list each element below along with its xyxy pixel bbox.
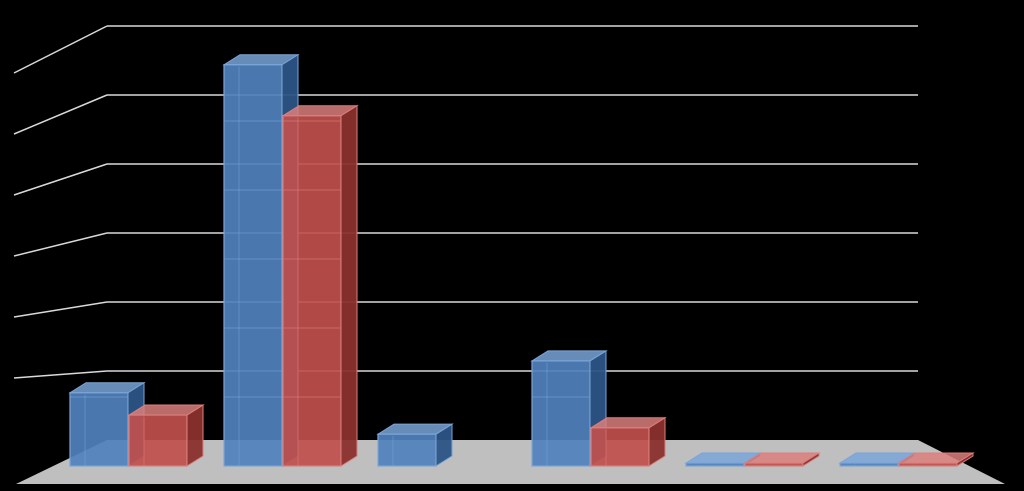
gridline-side [13,370,108,379]
bar-front [128,414,188,467]
bar-side [435,423,453,467]
bar-front [223,64,283,467]
gridline-side [13,163,108,196]
gridline-side [13,94,108,135]
bar [589,416,667,467]
gridline-side [13,232,108,257]
gridline-side [13,301,108,318]
bar [376,423,454,467]
bar-side [186,404,204,467]
bar [897,452,975,467]
bar [127,404,205,467]
gridline-side [13,25,108,74]
bar [281,104,359,467]
bar-front [377,433,437,467]
bar-front [531,360,591,467]
bars [68,53,975,467]
bar-side [802,452,820,467]
bar-front [590,427,650,467]
bar-front [282,115,342,467]
bar [743,452,821,467]
bar-side [956,452,974,467]
bar-front [69,392,129,467]
bar-side [648,416,666,467]
bar-side [340,104,358,467]
